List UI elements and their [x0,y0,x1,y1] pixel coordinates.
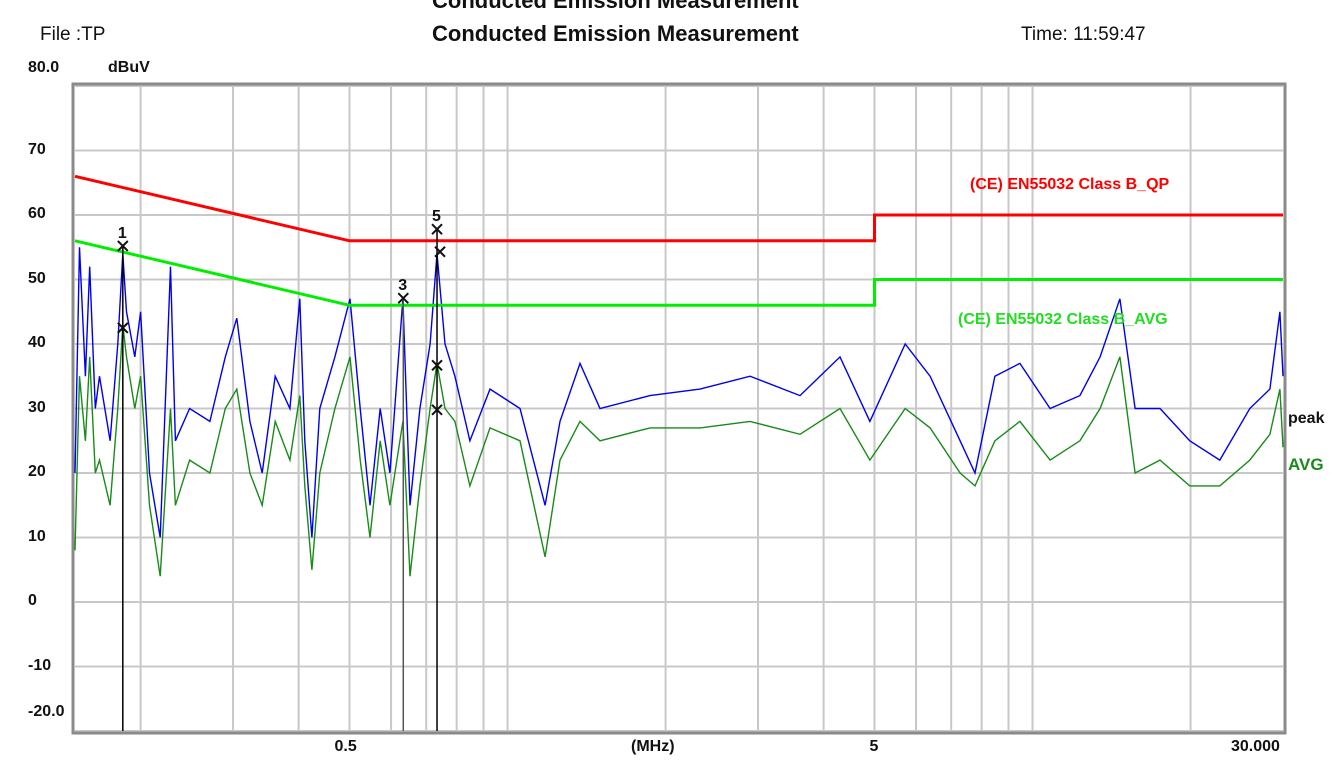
marker-label-3: 3 [398,277,407,294]
y-tick-label: 20 [28,463,46,480]
x-axis-unit: (MHz) [631,738,675,755]
y-tick-label: 0 [28,592,37,609]
marker-label-5: 5 [432,208,441,225]
series-line-peak [74,247,1284,538]
marker-x-3-peak [397,292,409,304]
y-tick-label: 80.0 [28,59,60,76]
top-title-cut: Conducted Emission Measurement [432,0,799,13]
marker-x-5-avg [431,359,443,371]
x-tick-label: 5 [869,738,879,755]
plot-frame [71,82,1287,735]
avg-limit-label: (CE) EN55032 Class B_AVG [958,311,1168,328]
y-tick-label: 70 [28,140,46,158]
marker-x-5-peak [431,223,443,235]
file-label: File :TP [40,24,106,45]
y-tick-label: 40 [28,334,46,351]
chart-title: Conducted Emission Measurement [432,21,799,46]
y-tick-label: 50 [28,269,46,287]
x-tick-label: 30.000 [1231,738,1280,755]
y-tick-label: 30 [28,398,46,416]
y-tick-label: -20.0 [28,703,65,720]
x-tick-label: 0.5 [334,738,357,755]
marker-label-1: 1 [118,225,127,242]
y-axis-unit: dBuV [108,59,150,76]
marker-x-5-qp [434,246,446,258]
series-label-avg: AVG [1288,455,1324,474]
avg-limit-line [74,239,1283,307]
series-line-avg [74,324,1284,577]
y-tick-label: 10 [28,527,46,545]
series-label-peak: peak [1288,410,1325,427]
qp-limit-label: (CE) EN55032 Class B_QP [970,176,1170,193]
y-tick-label: 60 [28,205,46,222]
marker-x-1-avg [117,322,129,334]
time-label: Time: 11:59:47 [1021,24,1146,45]
qp-limit-line [74,174,1283,243]
y-tick-label: -10 [28,656,52,674]
marker-x-5-avg2 [431,404,443,416]
marker-x-1-peak [117,240,129,252]
